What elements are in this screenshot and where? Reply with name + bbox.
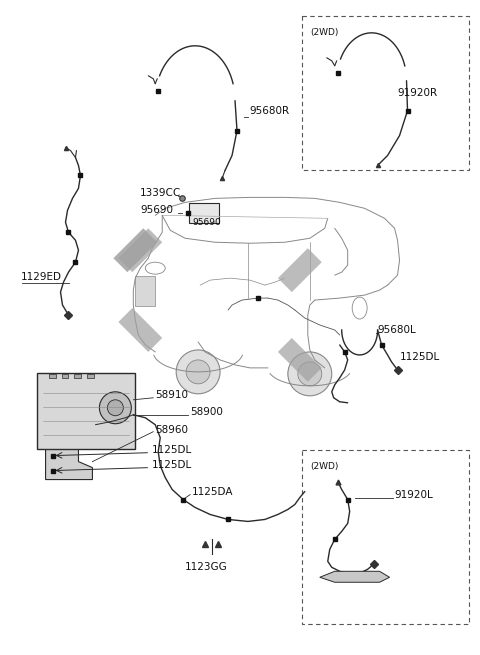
Text: 91920R: 91920R (397, 88, 438, 98)
Polygon shape (320, 571, 390, 582)
Polygon shape (119, 308, 162, 352)
FancyBboxPatch shape (189, 203, 219, 223)
Polygon shape (113, 229, 157, 272)
Polygon shape (278, 248, 322, 292)
Text: 95680R: 95680R (249, 105, 289, 116)
Circle shape (186, 360, 210, 384)
Text: (2WD): (2WD) (310, 462, 338, 470)
FancyBboxPatch shape (36, 373, 135, 449)
Polygon shape (119, 229, 162, 272)
Circle shape (176, 350, 220, 394)
Polygon shape (46, 449, 93, 479)
Text: 58960: 58960 (155, 424, 188, 435)
Text: 1129ED: 1129ED (21, 272, 61, 282)
Text: 95690: 95690 (140, 205, 173, 215)
Text: 91920L: 91920L (395, 489, 433, 500)
Bar (61, 374, 69, 378)
Circle shape (288, 352, 332, 396)
Circle shape (298, 362, 322, 386)
Bar (48, 374, 56, 378)
Text: 1125DA: 1125DA (192, 487, 234, 496)
Text: 58900: 58900 (190, 407, 223, 417)
Text: 1125DL: 1125DL (399, 352, 440, 362)
Text: 95680L: 95680L (378, 325, 416, 335)
Text: 1125DL: 1125DL (152, 460, 192, 470)
Text: 58910: 58910 (155, 390, 188, 400)
Polygon shape (278, 338, 322, 382)
Text: 1123GG: 1123GG (185, 562, 228, 572)
Bar (87, 374, 95, 378)
Text: 1125DL: 1125DL (152, 445, 192, 455)
Text: 95690: 95690 (192, 218, 221, 227)
Bar (74, 374, 82, 378)
FancyBboxPatch shape (135, 276, 155, 306)
Text: 1339CC: 1339CC (140, 189, 181, 198)
Circle shape (108, 400, 123, 416)
Circle shape (99, 392, 132, 424)
Text: (2WD): (2WD) (310, 28, 338, 37)
